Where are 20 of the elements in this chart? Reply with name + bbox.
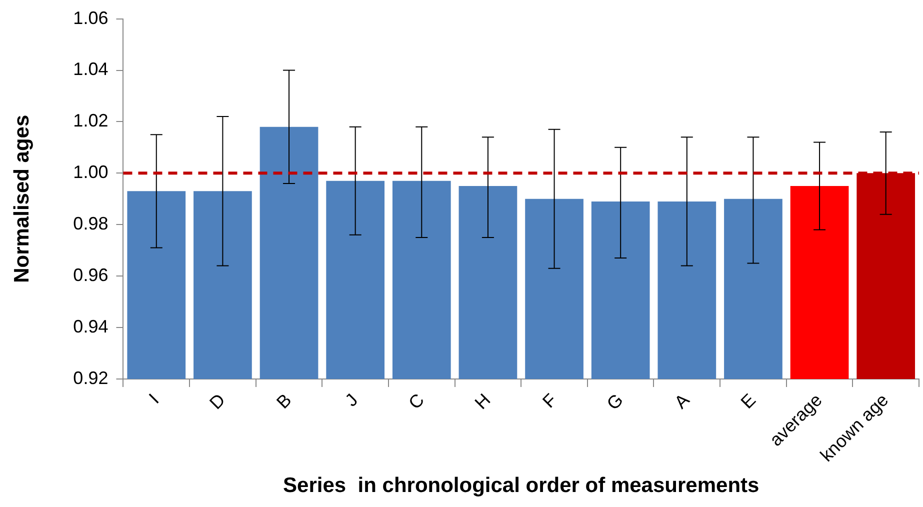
x-tick-label: B xyxy=(272,390,296,412)
x-tick-label: A xyxy=(670,390,694,412)
y-tick-label: 1.02 xyxy=(73,110,108,131)
y-axis-title: Normalised ages xyxy=(10,114,34,283)
x-axis-title: Series in chronological order of measurements xyxy=(283,474,760,498)
y-tick-label: 0.96 xyxy=(73,265,108,286)
x-tick-label: C xyxy=(404,390,428,414)
x-tick-label: I xyxy=(145,390,163,408)
y-tick-label: 0.94 xyxy=(73,316,108,336)
y-tick-label: 1.00 xyxy=(73,162,108,182)
x-tick-label: E xyxy=(736,390,760,412)
x-tick-label: H xyxy=(470,390,494,414)
x-tick-label: D xyxy=(206,390,230,414)
x-tick-label: G xyxy=(602,390,627,414)
y-tick-label: 1.06 xyxy=(73,8,108,28)
x-tick-label: J xyxy=(341,390,362,410)
x-tick-label: F xyxy=(538,390,561,412)
y-tick-label: 0.92 xyxy=(73,368,108,388)
y-tick-label: 1.04 xyxy=(73,59,108,80)
y-tick-label: 0.98 xyxy=(73,214,108,234)
